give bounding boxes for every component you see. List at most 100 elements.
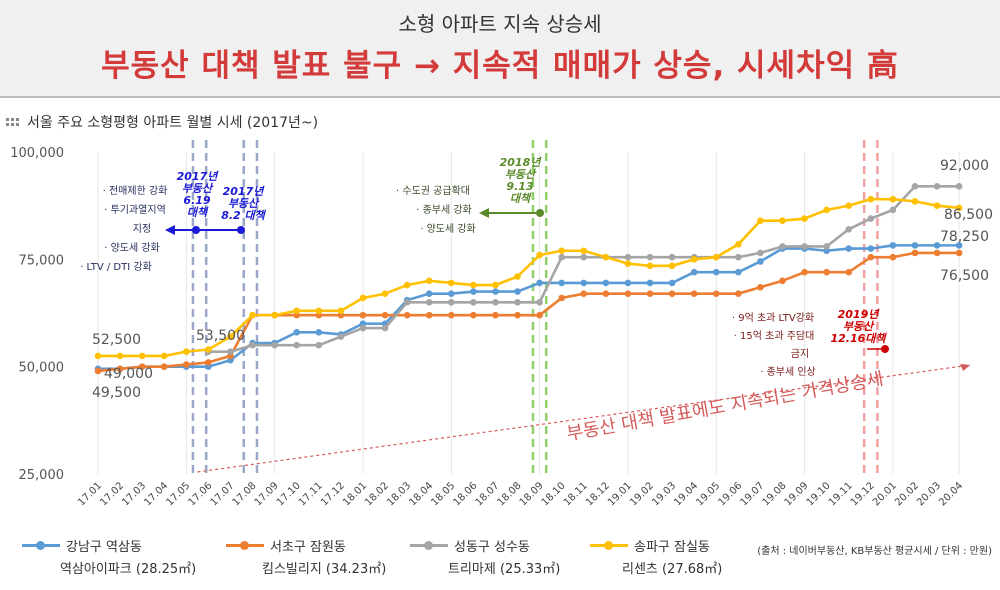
value-label: 49,000 xyxy=(104,366,153,382)
data-point-0 xyxy=(470,288,477,295)
x-tick-label: 18.08 xyxy=(496,480,524,508)
legend-item: 강남구 역삼동 xyxy=(22,536,142,555)
event-label: 부동산 xyxy=(228,197,260,210)
x-tick-label: 17.10 xyxy=(275,480,303,508)
data-point-2 xyxy=(536,298,543,306)
data-point-0 xyxy=(315,329,323,336)
x-tick-label: 19.09 xyxy=(783,480,811,508)
data-point-0 xyxy=(514,288,521,295)
data-point-1 xyxy=(624,290,632,297)
legend-sublabel: 킴스빌리지 (34.23㎡) xyxy=(262,562,387,577)
data-point-1 xyxy=(205,359,212,366)
event-label: 2019년 xyxy=(838,308,881,321)
x-tick-label: 20.01 xyxy=(871,480,899,508)
data-point-3 xyxy=(381,290,389,297)
data-point-3 xyxy=(955,204,963,212)
data-point-2 xyxy=(911,183,919,190)
data-point-3 xyxy=(845,202,853,209)
event-point xyxy=(881,345,889,353)
data-point-0 xyxy=(602,279,610,287)
data-point-3 xyxy=(712,253,720,261)
trend-label: 부동산 대책 발표에도 지속되는 가격상승세 xyxy=(565,369,885,445)
line-chart: 25,000 50,000 75,000 100,000 17.0117.0217.03… xyxy=(10,140,993,508)
policy-note: · 수도권 공급확대 xyxy=(396,185,470,197)
data-point-1 xyxy=(867,253,875,261)
data-point-3 xyxy=(867,195,875,203)
x-tick-label: 19.02 xyxy=(628,480,656,508)
data-point-0 xyxy=(955,242,963,249)
chart-title: 서울 주요 소형평형 아파트 월별 시세 (2017년~) xyxy=(27,115,319,131)
data-point-2 xyxy=(646,253,654,261)
data-point-0 xyxy=(580,279,588,287)
data-point-1 xyxy=(779,277,786,285)
x-tick-label: 17.09 xyxy=(253,480,281,508)
data-point-1 xyxy=(668,290,676,297)
data-point-0 xyxy=(558,279,565,287)
legend-label: 강남구 역삼동 xyxy=(66,540,142,555)
x-tick-label: 18.05 xyxy=(429,480,457,508)
legend-swatch xyxy=(22,541,60,550)
legend-label: 성동구 성수동 xyxy=(454,540,530,555)
data-point-1 xyxy=(580,290,588,297)
data-point-1 xyxy=(845,268,853,276)
legend-swatch xyxy=(410,541,448,550)
data-point-1 xyxy=(183,361,190,368)
data-point-2 xyxy=(470,298,477,306)
legend-marker xyxy=(604,541,613,550)
data-point-3 xyxy=(690,256,698,263)
x-tick-label: 17.03 xyxy=(120,480,148,508)
data-point-0 xyxy=(712,268,720,276)
data-point-2 xyxy=(514,298,521,306)
data-point-3 xyxy=(425,277,433,285)
event-label: 2017년 xyxy=(177,170,220,183)
x-tick-label: 18.01 xyxy=(341,480,369,508)
legend-sublabel: 트리마제 (25.33㎡) xyxy=(448,562,561,577)
value-label: 86,500 xyxy=(944,207,993,223)
policy-note: · 양도세 강화 xyxy=(104,242,160,254)
data-point-3 xyxy=(602,253,610,261)
policy-note: 지정 xyxy=(133,223,151,235)
value-label: 92,000 xyxy=(940,158,989,174)
legend-swatch xyxy=(226,541,264,550)
data-point-3 xyxy=(138,352,146,360)
x-tick-label: 18.02 xyxy=(363,480,391,508)
legend-marker xyxy=(240,541,249,550)
x-tick-label: 19.11 xyxy=(827,480,855,508)
data-point-1 xyxy=(470,311,477,319)
series-line-3 xyxy=(98,197,960,358)
data-point-0 xyxy=(735,268,742,276)
legend-sublabel: 역삼아이파크 (28.25㎡) xyxy=(60,562,197,577)
event-label: 8.2 대책 xyxy=(221,209,266,222)
event-label: 대책 xyxy=(187,206,209,219)
x-tick-label: 19.04 xyxy=(672,480,700,508)
series-line-0 xyxy=(98,244,960,371)
x-tick-label: 18.09 xyxy=(518,480,546,508)
data-point-0 xyxy=(845,245,853,252)
x-tick-label: 19.07 xyxy=(738,480,766,508)
data-point-2 xyxy=(779,243,786,250)
data-point-1 xyxy=(558,294,565,302)
data-point-0 xyxy=(293,329,301,336)
x-tick-label: 19.03 xyxy=(650,480,678,508)
data-point-1 xyxy=(735,290,742,297)
data-point-2 xyxy=(293,341,301,349)
trend-arrowhead xyxy=(960,364,971,371)
data-point-0 xyxy=(889,242,897,249)
policy-note: · 양도세 강화 xyxy=(420,223,476,235)
x-tick-label: 20.02 xyxy=(893,480,921,508)
chart-title-row: 서울 주요 소형평형 아파트 월별 시세 (2017년~) xyxy=(6,112,318,132)
data-point-1 xyxy=(712,290,720,297)
value-label: 53,500 xyxy=(196,328,245,344)
legend-label: 서초구 잠원동 xyxy=(270,540,346,555)
data-point-1 xyxy=(116,365,124,373)
policy-note: · 종부세 강화 xyxy=(416,204,472,216)
policy-note: · 15억 초과 주담대 xyxy=(734,330,815,342)
data-point-1 xyxy=(160,363,168,370)
legend-label: 송파구 잠실동 xyxy=(634,540,710,555)
event-point xyxy=(536,209,544,217)
data-point-1 xyxy=(955,249,963,257)
header-supertitle: 소형 아파트 지속 상승세 xyxy=(398,12,602,36)
policy-note: · 종부세 인상 xyxy=(760,366,816,378)
data-point-3 xyxy=(205,346,212,353)
